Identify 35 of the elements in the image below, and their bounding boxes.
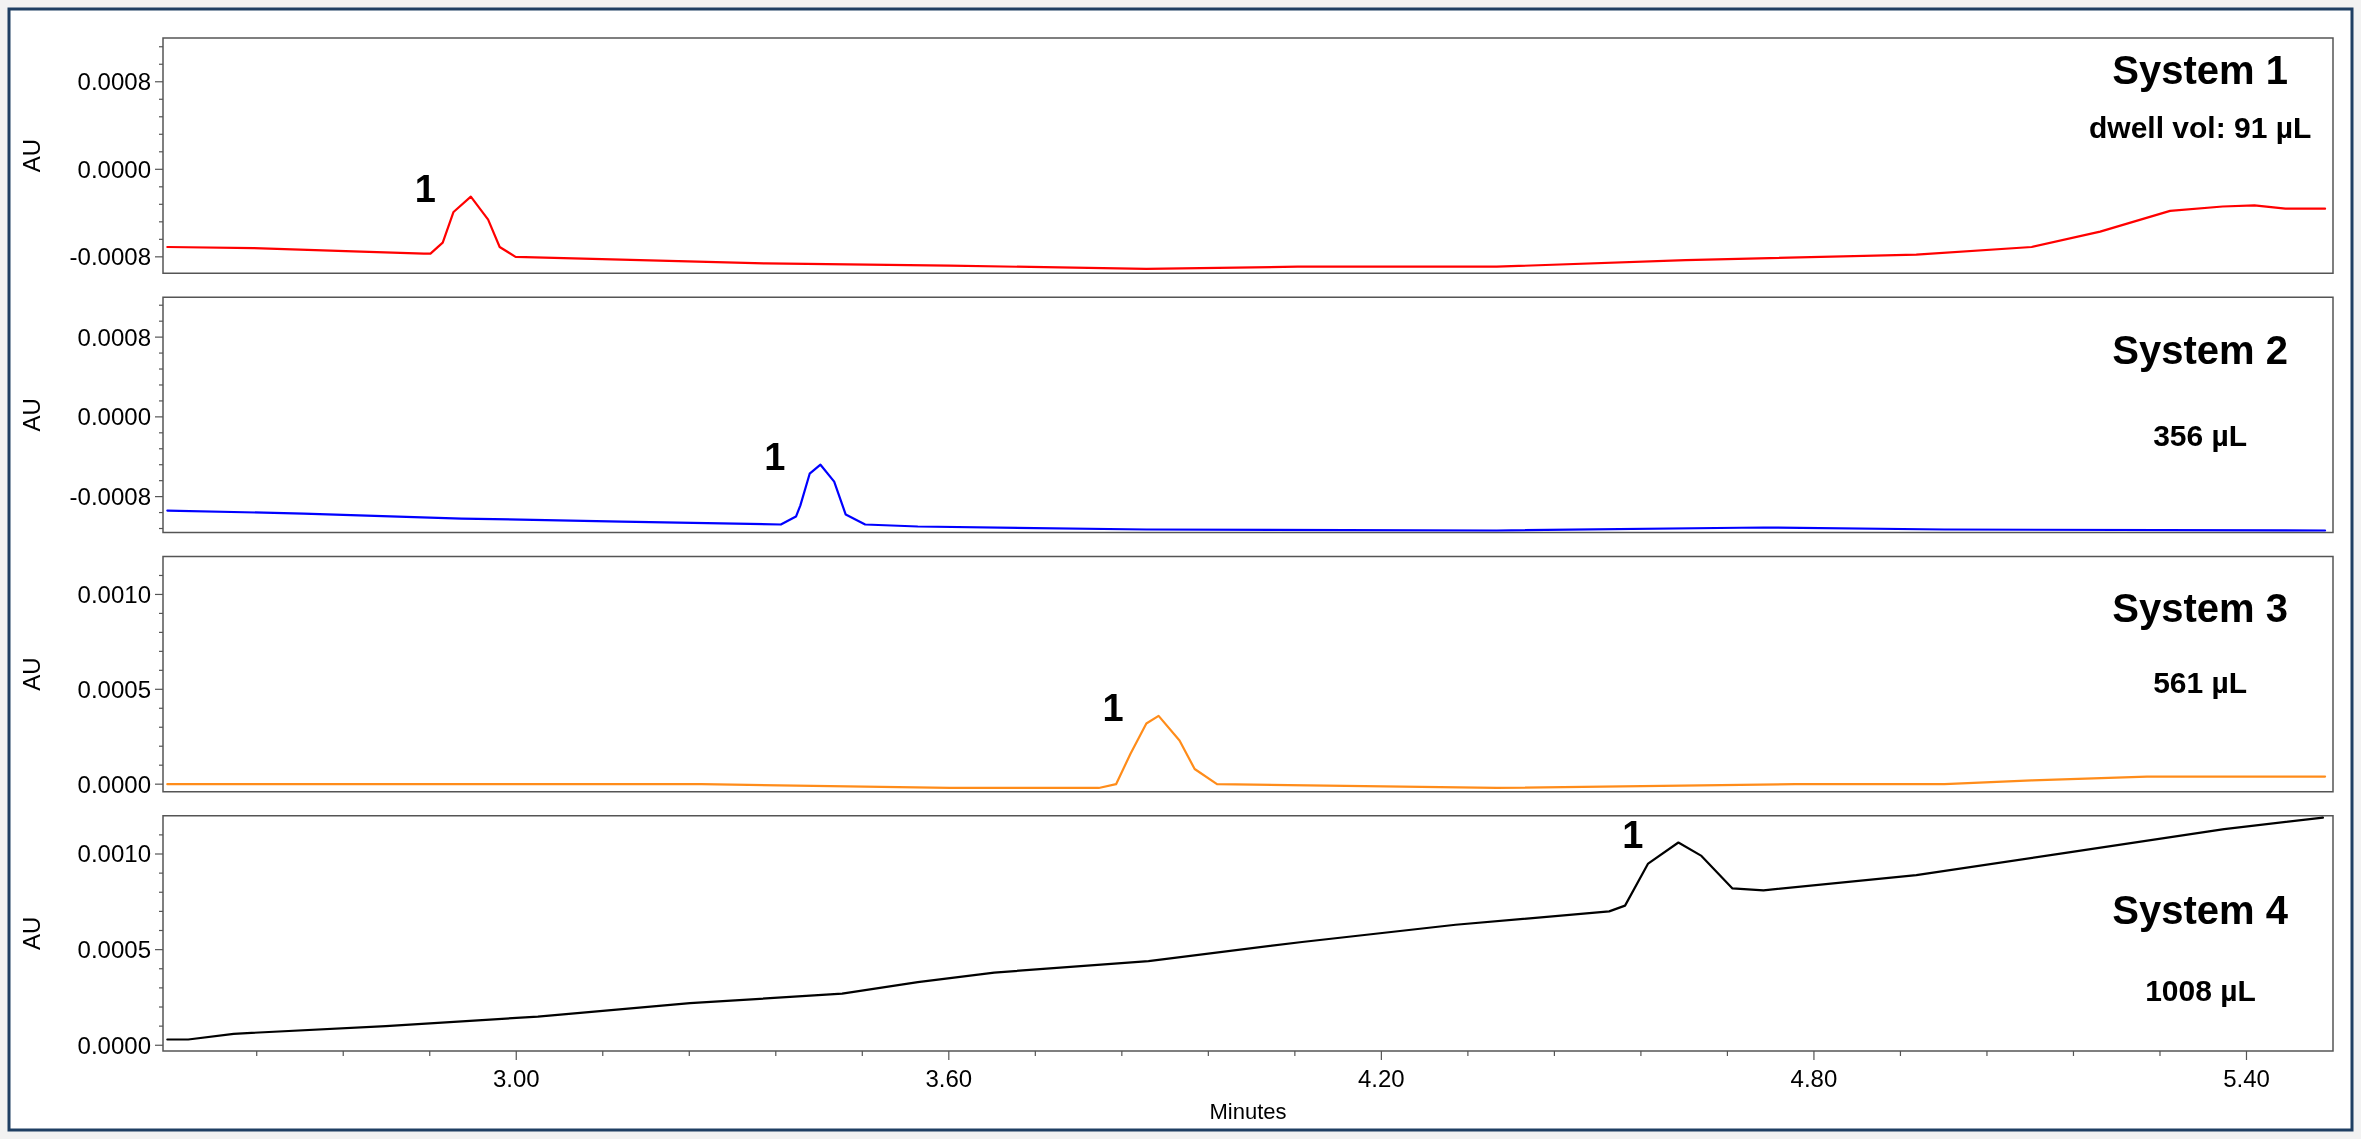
- line-series: [166, 816, 2325, 1041]
- y-tick-label: 0.0010: [77, 840, 151, 868]
- annotation: 1: [1102, 687, 1124, 730]
- text: 356 µL: [2153, 418, 2248, 452]
- text: System 4: [2112, 887, 2289, 932]
- chart-title: System 1: [2112, 48, 2288, 92]
- annotation: 1: [414, 167, 436, 210]
- y-tick-label: -0.0008: [69, 483, 151, 511]
- x-tick-label: 3.60: [925, 1065, 973, 1092]
- x-tick-label: 4.20: [1358, 1065, 1405, 1092]
- y-axis-title: AU: [18, 916, 45, 951]
- text: dwell vol: 91 µL: [2088, 110, 2312, 144]
- x-tick-label: 5.40: [2223, 1065, 2270, 1092]
- x-tick-label: 3.00: [492, 1065, 540, 1092]
- y-tick-label: 0.0010: [77, 580, 151, 608]
- y-axis-title: AU: [18, 657, 45, 691]
- y-tick-label: 0.0008: [77, 323, 151, 351]
- y-tick-label: 0.0008: [77, 68, 151, 96]
- annotation: 1: [1622, 813, 1644, 856]
- text: 561 µL: [2153, 666, 2248, 699]
- x-axis-title: Minutes: [1209, 1099, 1287, 1124]
- y-tick-label: 0.0005: [77, 936, 151, 964]
- y-tick-label: 0.0000: [77, 770, 151, 798]
- y-tick-label: 0.0005: [77, 675, 151, 703]
- y-axis-title: AU: [18, 398, 45, 432]
- y-tick-label: 0.0000: [77, 155, 151, 183]
- y-tick-label: 0.0000: [77, 403, 151, 431]
- y-tick-label: 0.0000: [77, 1031, 151, 1059]
- text: System 2: [2112, 328, 2288, 373]
- x-tick-label: 4.80: [1790, 1065, 1838, 1092]
- text: 1008 µL: [2145, 974, 2256, 1008]
- annotation: 1: [764, 436, 786, 479]
- text: System 3: [2112, 585, 2288, 630]
- y-axis-title: AU: [18, 138, 45, 173]
- y-tick-label: -0.0008: [69, 243, 151, 271]
